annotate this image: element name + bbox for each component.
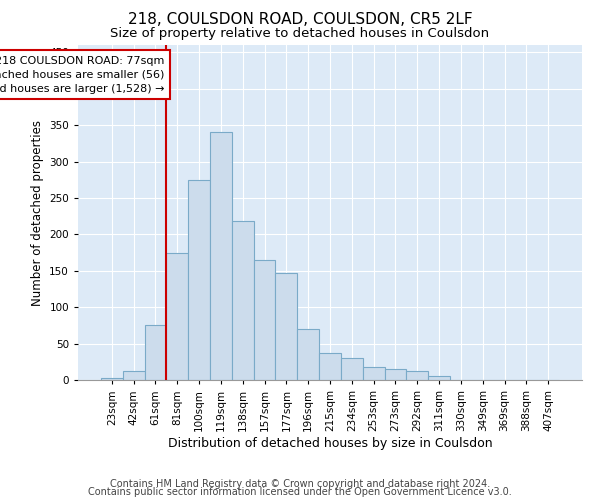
Text: Contains public sector information licensed under the Open Government Licence v3: Contains public sector information licen…: [88, 487, 512, 497]
Text: 218, COULSDON ROAD, COULSDON, CR5 2LF: 218, COULSDON ROAD, COULSDON, CR5 2LF: [128, 12, 472, 28]
Y-axis label: Number of detached properties: Number of detached properties: [31, 120, 44, 306]
Text: Contains HM Land Registry data © Crown copyright and database right 2024.: Contains HM Land Registry data © Crown c…: [110, 479, 490, 489]
Bar: [210, 132, 232, 380]
Bar: [406, 370, 428, 380]
Bar: [385, 369, 406, 380]
Bar: [341, 358, 363, 380]
Bar: [166, 252, 188, 380]
Bar: [297, 329, 319, 380]
Bar: [232, 221, 254, 380]
Bar: [428, 376, 450, 380]
Bar: [145, 326, 166, 380]
Bar: [363, 367, 385, 380]
Bar: [188, 180, 210, 380]
Bar: [101, 378, 123, 380]
Bar: [319, 353, 341, 380]
Text: Size of property relative to detached houses in Coulsdon: Size of property relative to detached ho…: [110, 28, 490, 40]
X-axis label: Distribution of detached houses by size in Coulsdon: Distribution of detached houses by size …: [167, 436, 493, 450]
Text: 218 COULSDON ROAD: 77sqm
← 4% of detached houses are smaller (56)
96% of semi-de: 218 COULSDON ROAD: 77sqm ← 4% of detache…: [0, 56, 164, 94]
Bar: [275, 273, 297, 380]
Bar: [123, 372, 145, 380]
Bar: [254, 260, 275, 380]
